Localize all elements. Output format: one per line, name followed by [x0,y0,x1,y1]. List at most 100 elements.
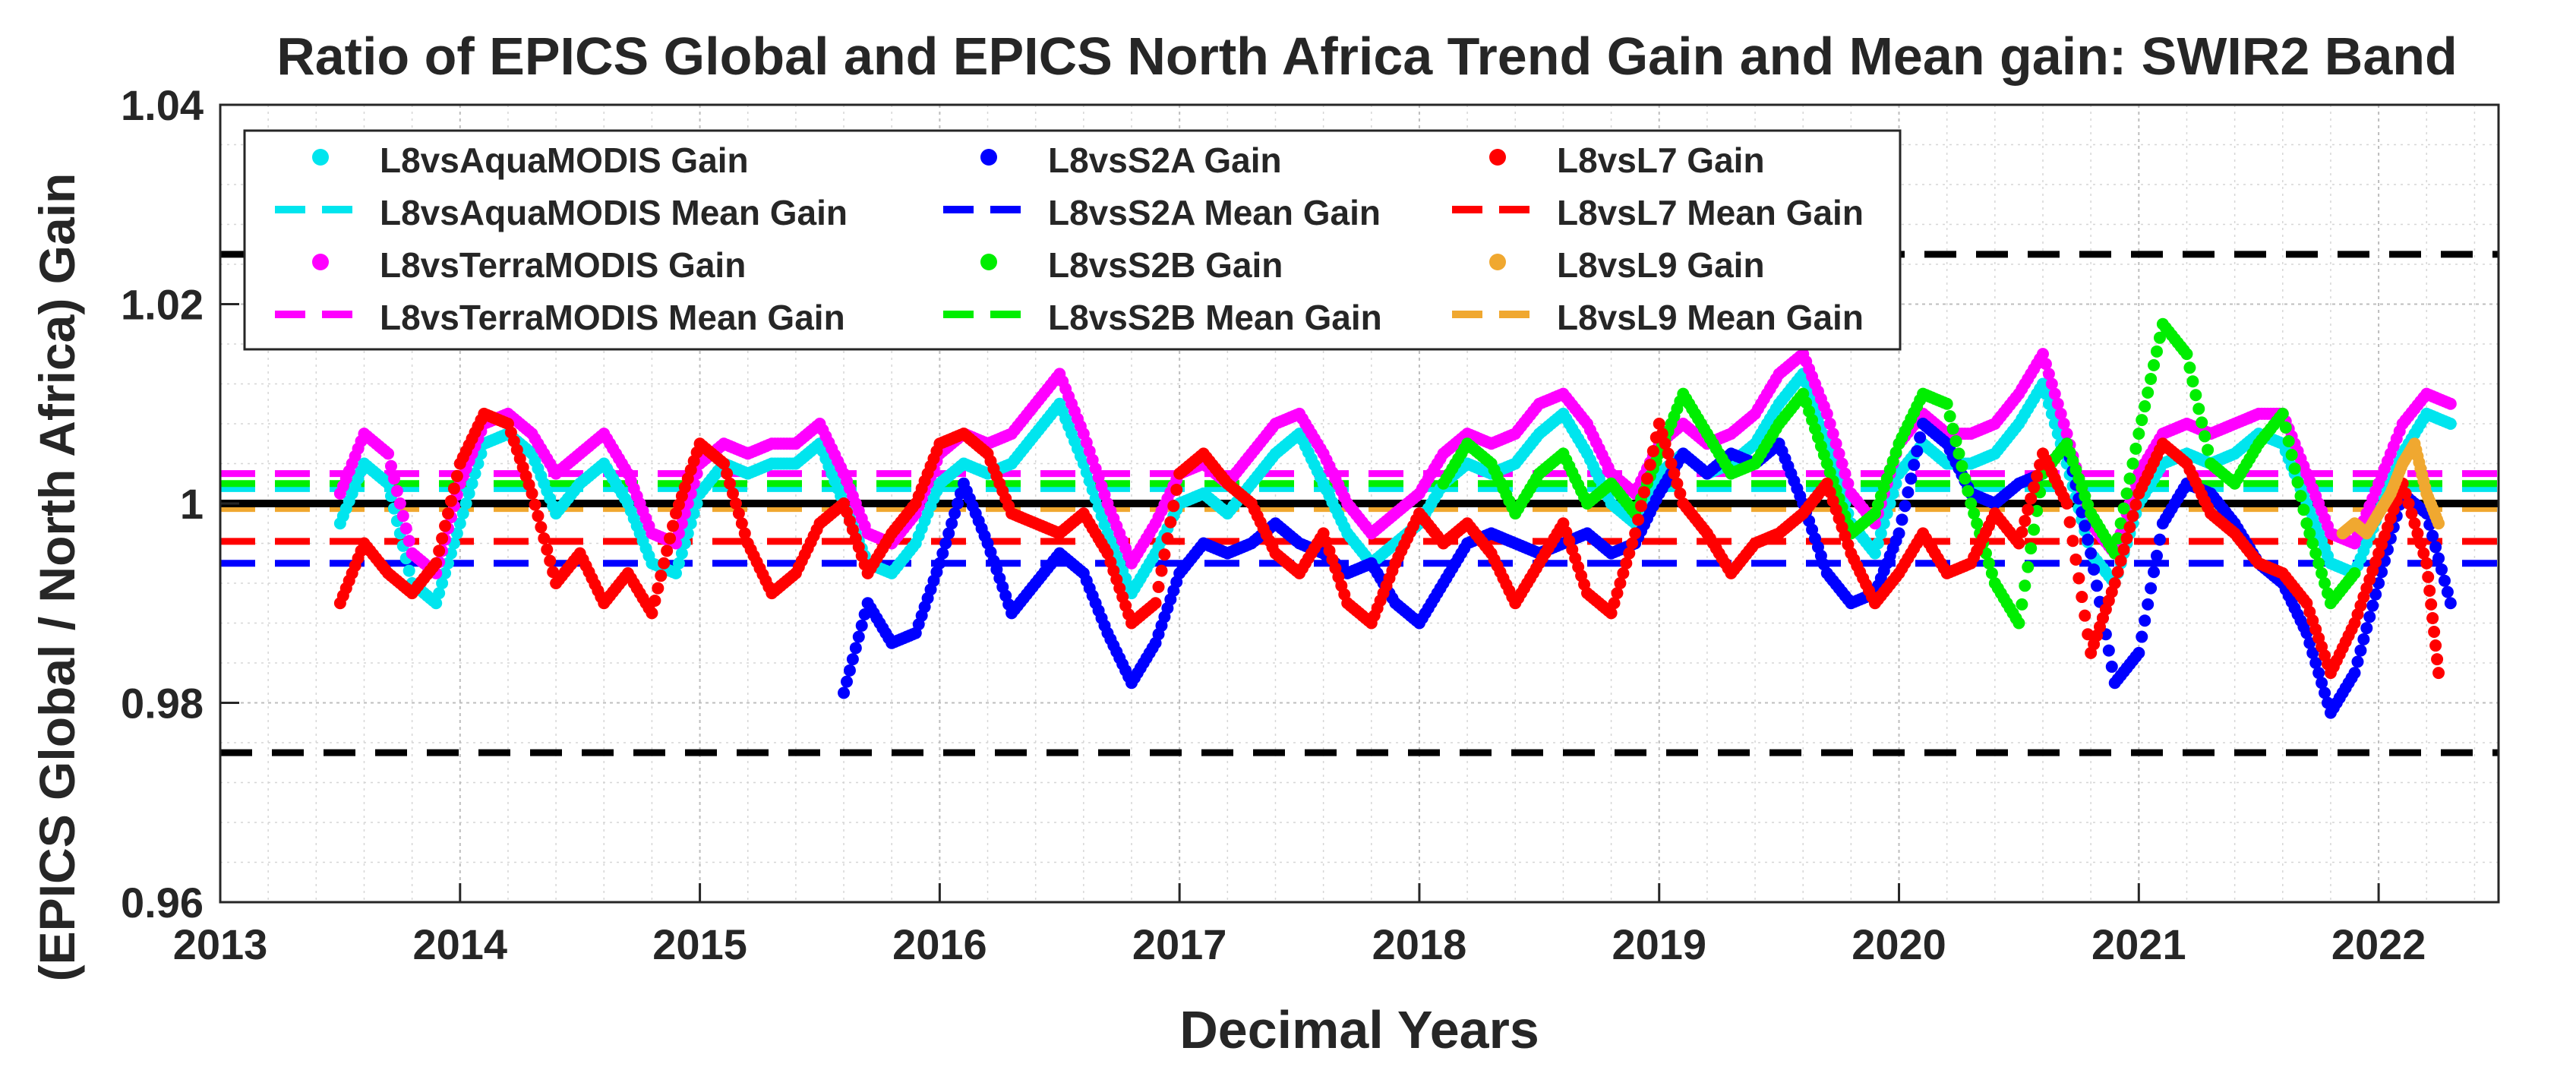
data-point [2123,472,2136,485]
data-point [1158,548,1171,561]
data-point [664,532,677,544]
data-point [462,487,475,500]
x-tick-label: 2017 [1132,920,1227,968]
data-point [2444,597,2457,610]
data-point [2312,667,2325,680]
data-point [2114,554,2127,567]
data-point [1629,527,1642,540]
data-point [2016,598,2028,611]
x-tick-label: 2016 [892,920,987,968]
data-point [2414,537,2427,550]
x-tick-label: 2013 [173,920,268,968]
data-point [387,472,400,485]
data-point [843,664,856,677]
data-point [1823,418,1836,430]
data-point [430,557,443,570]
y-tick-label: 0.98 [121,680,204,728]
data-point [1614,577,1627,589]
data-point [439,519,452,532]
data-point [2202,443,2215,456]
data-point [2025,492,2038,505]
data-point [2108,577,2121,589]
data-point [1626,537,1639,550]
data-point [841,675,853,688]
data-point [2151,549,2163,562]
data-point [436,532,449,544]
data-point [2441,586,2454,598]
data-point [936,547,949,560]
data-point [2019,514,2031,527]
data-point [1671,477,1684,490]
data-point [949,507,961,520]
data-point [1836,457,1848,470]
data-point [2132,428,2145,440]
data-point [1662,447,1675,460]
data-point [1940,397,1953,410]
data-point [1962,484,1975,497]
data-point [718,457,731,470]
data-point [1902,486,1915,499]
legend-label-l7: L8vsL7 Gain [1557,140,1765,180]
data-point [2142,598,2155,611]
data-point [1617,567,1630,579]
data-point [2148,566,2161,579]
data-point [1611,587,1624,600]
data-point [1896,513,1908,526]
x-tick-label: 2022 [2331,920,2426,968]
data-point [430,597,443,610]
data-point [1155,564,1168,577]
data-point [2042,368,2055,380]
data-point [2120,532,2133,544]
data-point [2366,599,2379,612]
data-point [2126,510,2139,522]
data-points [333,317,2457,719]
data-point [661,544,674,557]
data-point [393,497,406,510]
data-point [724,477,737,490]
data-point [2031,504,2044,517]
data-point [1871,537,1884,550]
data-point [1152,580,1165,593]
data-point [852,630,865,643]
data-point [690,497,703,510]
data-point [732,507,745,520]
data-point [2417,547,2430,560]
data-point [2012,537,2025,550]
data-point [1653,418,1665,430]
axis-ticks: 2013 2014 2015 2016 2017 2018 2019 2020 2021 2022… [121,81,2426,968]
data-point [2076,591,2088,604]
data-point [2438,574,2451,587]
data-point [2432,517,2445,530]
data-point [538,532,551,544]
data-point [1833,447,1845,460]
data-point [2309,657,2322,669]
legend-label-l9: L8vsL9 Gain [1557,245,1765,285]
data-point [2079,609,2091,622]
data-point [2129,498,2142,511]
data-point [849,642,862,655]
data-point [2399,487,2412,500]
data-point [2436,563,2448,576]
x-tick-label: 2014 [413,920,508,968]
data-point [1620,557,1633,570]
data-point [1946,422,1959,435]
data-point [2111,566,2124,579]
data-point [442,507,454,520]
data-point [1826,428,1839,440]
data-point [675,547,688,560]
data-point [2088,563,2101,576]
x-tick-label: 2018 [1372,920,1467,968]
data-point [1874,527,1887,540]
data-point [2105,660,2118,673]
data-point [1839,467,1852,480]
data-point [442,557,454,570]
data-point [1646,445,1659,458]
data-point [2091,579,2104,592]
data-point [2432,552,2445,565]
data-point [1883,497,1896,510]
x-tick-label: 2020 [1852,920,1946,968]
data-point [2291,476,2304,489]
legend-mean-label-s2b: L8vsS2B Mean Gain [1048,298,1382,337]
data-point [2129,442,2142,455]
